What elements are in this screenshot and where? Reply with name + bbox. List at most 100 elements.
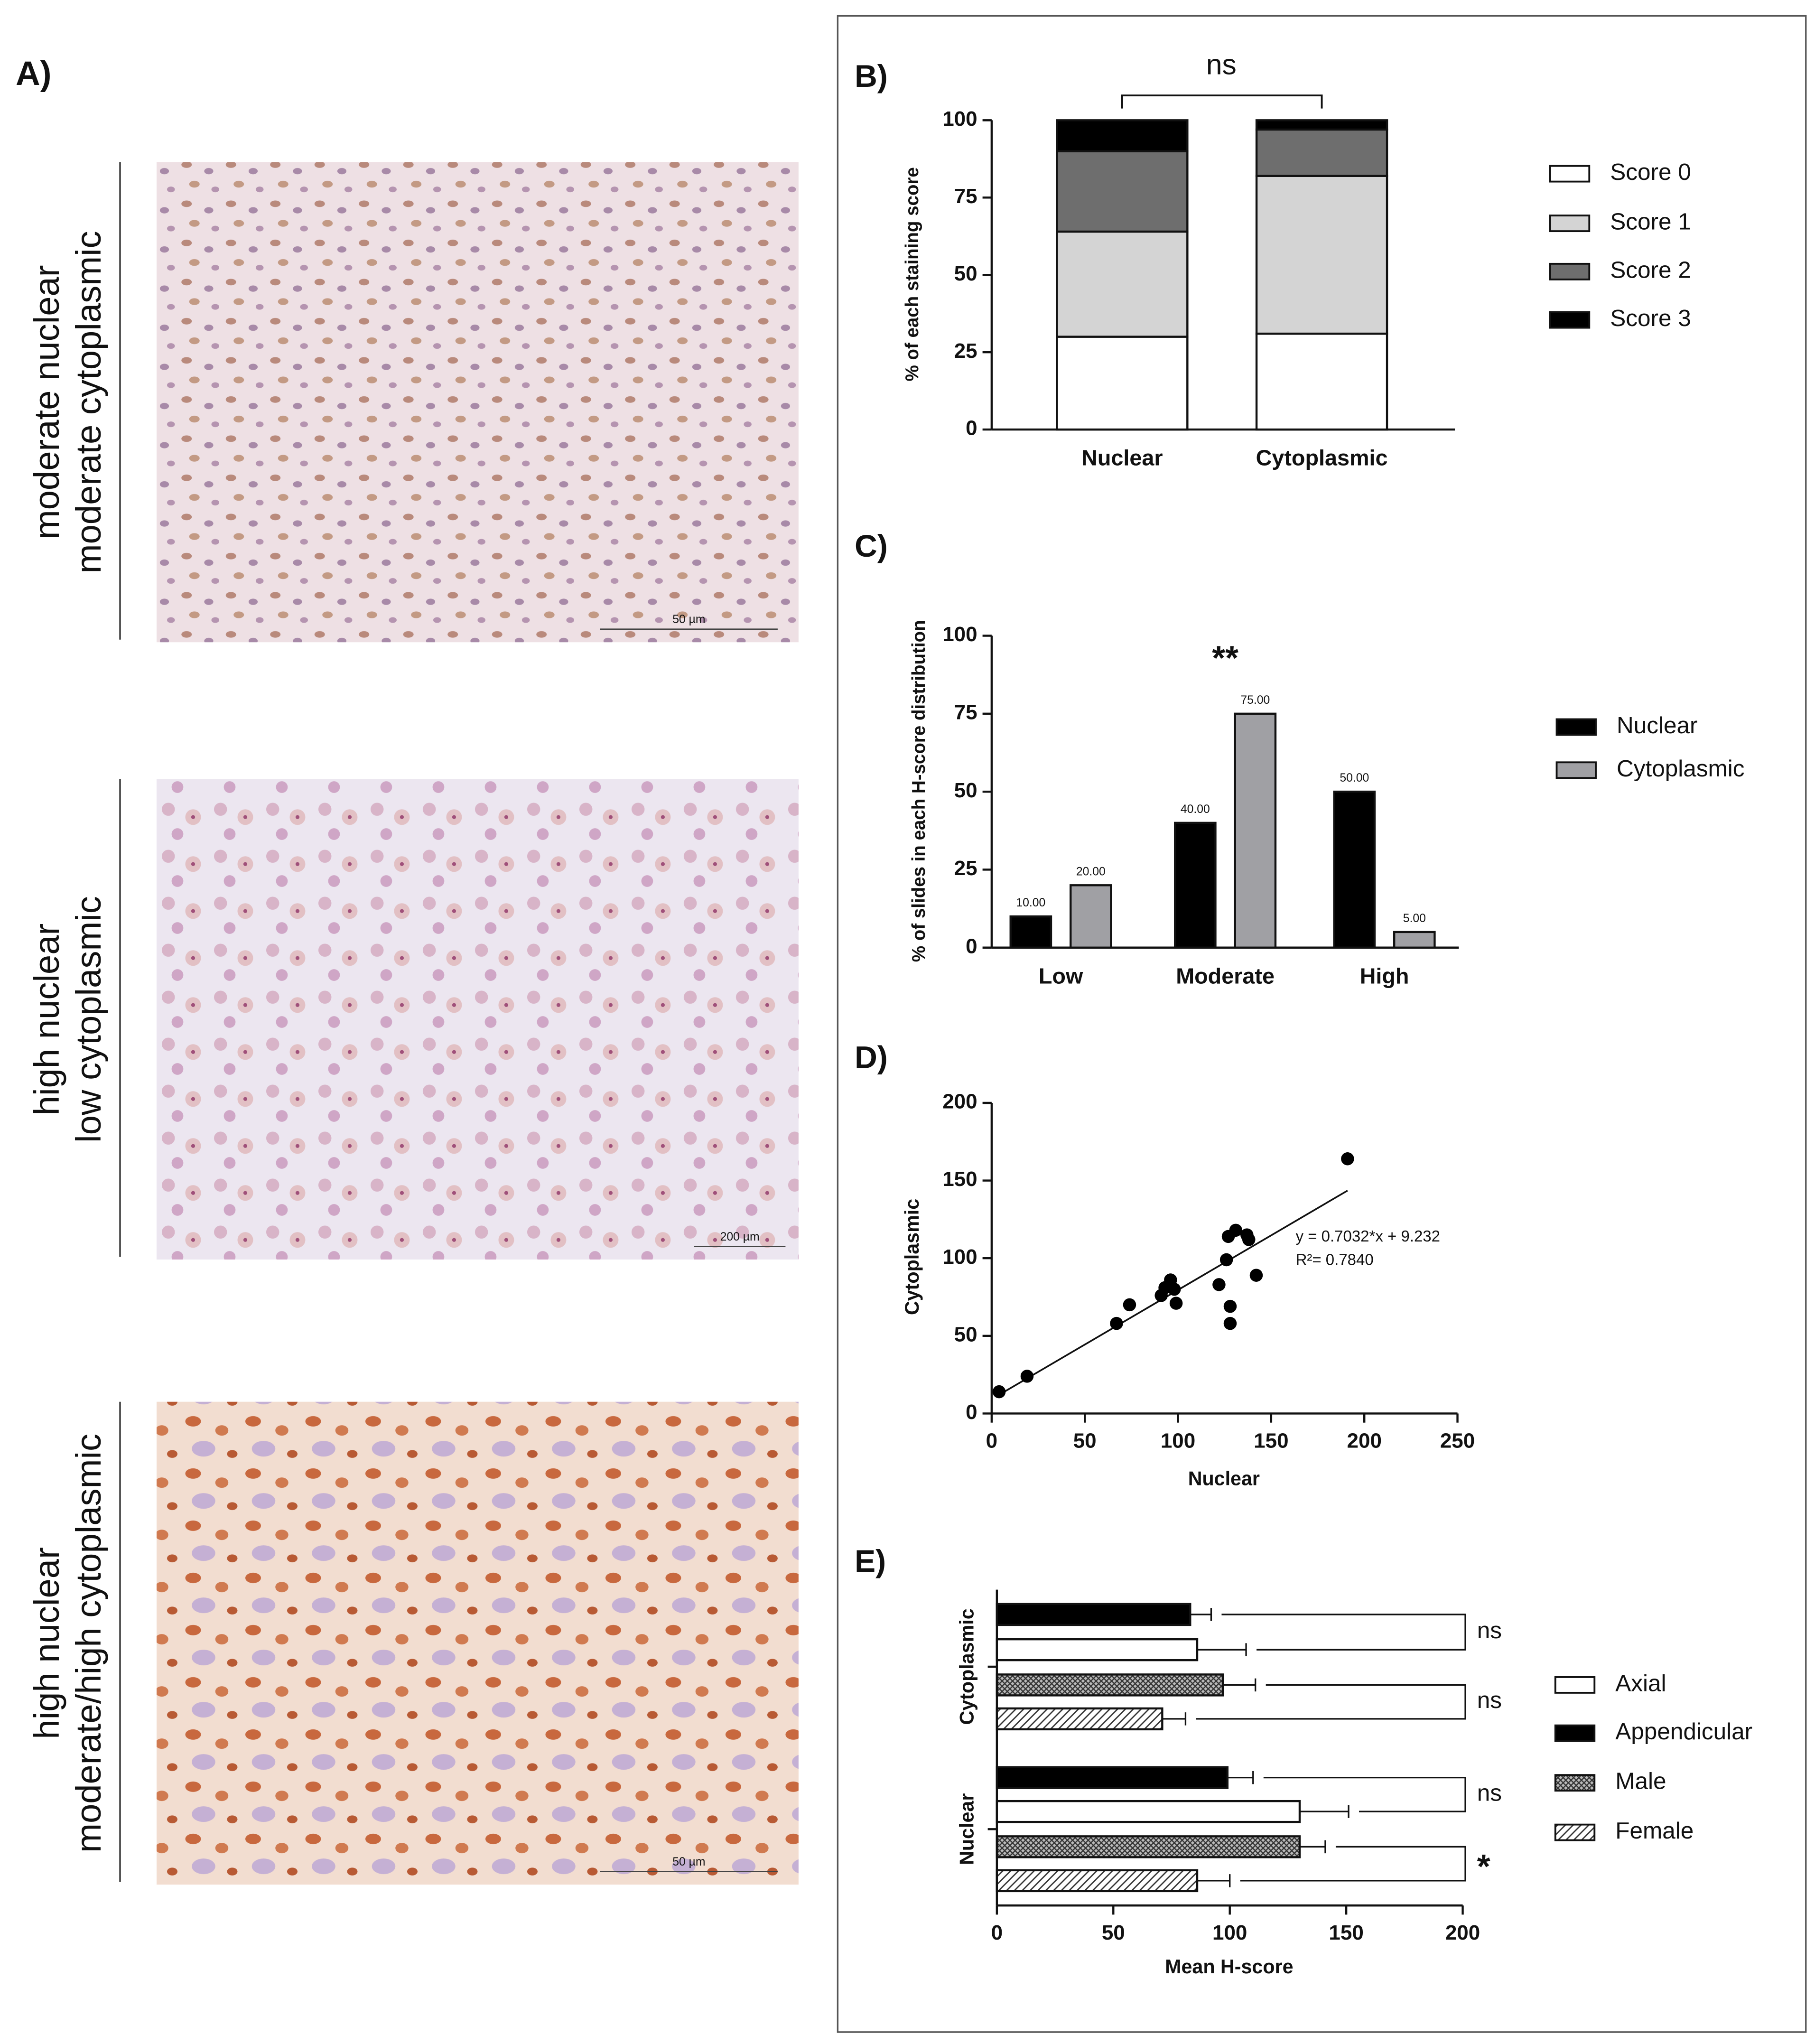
significance-label: ns (1206, 48, 1237, 81)
bar (1234, 712, 1277, 949)
bar (1070, 884, 1112, 949)
legend-swatch (1549, 311, 1591, 329)
bar-segment (1255, 175, 1388, 335)
legend-label: Male (1615, 1768, 1666, 1794)
bar (996, 1673, 1224, 1697)
image-caption: moderate/high cytoplasmic (69, 1434, 108, 1853)
legend-label: Cytoplasmic (1617, 756, 1744, 782)
y-tick-label: 150 (942, 1167, 977, 1191)
x-tick-label: 150 (1254, 1429, 1288, 1453)
x-tick-label: 0 (986, 1429, 997, 1453)
point (1020, 1370, 1034, 1383)
y-tick-label: 50 (954, 262, 977, 285)
point (1223, 1299, 1237, 1313)
panel-label: A) (16, 55, 51, 93)
point (1110, 1316, 1123, 1330)
point (1219, 1253, 1233, 1267)
micrograph (156, 779, 799, 1260)
value-label: 20.00 (1076, 865, 1106, 878)
significance-bracket (1240, 1846, 1466, 1882)
legend-swatch (1549, 215, 1591, 233)
legend-swatch (1554, 1774, 1596, 1792)
bar (996, 1835, 1301, 1858)
bar (996, 1638, 1199, 1661)
value-label: 50.00 (1340, 772, 1369, 784)
image-caption: high nuclear (27, 1547, 66, 1739)
legend-swatch (1554, 1724, 1596, 1742)
micrographs: moderate nuclear moderate cytoplasmic 50 µ… (27, 162, 799, 1885)
point (1169, 1297, 1183, 1310)
error-bar (1299, 1805, 1350, 1818)
y-tick-label: 50 (954, 1323, 977, 1346)
y-tick-label: 75 (954, 700, 977, 724)
y-tick-label: 0 (966, 1400, 977, 1424)
error-bar (1197, 1874, 1231, 1887)
significance-label: ns (1477, 1780, 1502, 1806)
error-bar (1299, 1840, 1326, 1854)
x-tick-label: Nuclear (1081, 446, 1163, 470)
significance-bracket (1196, 1684, 1466, 1720)
x-tick-label: High (1360, 963, 1409, 988)
point (992, 1385, 1006, 1399)
point (1223, 1316, 1237, 1330)
image-caption: low cytoplasmic (69, 896, 108, 1143)
fit-equation: y = 0.7032*x + 9.232 (1296, 1227, 1440, 1245)
panel-label: D) (855, 1040, 888, 1075)
error-bar (1162, 1712, 1187, 1726)
x-tick-label: 200 (1347, 1429, 1382, 1453)
significance-label: ns (1477, 1617, 1502, 1643)
legend-label: Appendicular (1615, 1718, 1752, 1745)
panel-frame (837, 15, 1807, 2033)
bar (1009, 915, 1052, 949)
significance-bracket (1263, 1776, 1466, 1812)
error-bar (1222, 1678, 1257, 1692)
x-tick-label: Moderate (1176, 963, 1275, 988)
bar-segment (1056, 230, 1189, 338)
micrograph (156, 1401, 799, 1885)
bar-segment (1056, 119, 1189, 152)
significance-label: ns (1477, 1687, 1502, 1713)
y-tick-label: 25 (954, 857, 977, 880)
bar-segment (1255, 128, 1388, 177)
bar-segment (1056, 336, 1189, 431)
point (1341, 1152, 1354, 1166)
value-label: 10.00 (1016, 896, 1045, 909)
bar-segment (1056, 150, 1189, 233)
x-tick-label: Cytoplasmic (1256, 446, 1388, 470)
legend-label: Axial (1615, 1670, 1666, 1696)
significance-bracket (1221, 1614, 1466, 1651)
point (1242, 1233, 1256, 1246)
x-tick-label: 50 (1073, 1429, 1097, 1453)
x-tick-label: 100 (1212, 1921, 1247, 1944)
y-tick-label: 200 (942, 1090, 977, 1113)
x-tick-label: 250 (1440, 1429, 1475, 1453)
panel-label: E) (855, 1543, 886, 1578)
bar (1174, 821, 1217, 949)
x-tick-label: 100 (1161, 1429, 1195, 1453)
bar (996, 1707, 1163, 1731)
value-label: 5.00 (1403, 912, 1426, 925)
y-tick-label: 0 (966, 417, 977, 440)
legend-label: Score 2 (1610, 257, 1691, 283)
y-tick-label: 75 (954, 185, 977, 208)
y-axis-label: % of slides in each H-score distribution (909, 620, 929, 962)
legend-swatch (1554, 1676, 1596, 1694)
legend-swatch (1549, 262, 1591, 280)
y-axis-label: % of each staining score (902, 167, 922, 381)
x-axis-label: Nuclear (1188, 1468, 1260, 1490)
legend-label: Female (1615, 1818, 1694, 1844)
x-tick-label: 200 (1445, 1921, 1480, 1944)
bar (1333, 790, 1376, 949)
charts: B) % of each staining score 0 25 50 75 100 Nucl… (855, 48, 1752, 1978)
panel-label: B) (855, 58, 888, 93)
significance-label: ** (1212, 639, 1238, 677)
y-tick-label: 100 (942, 1245, 977, 1269)
legend-label: Score 0 (1610, 159, 1691, 185)
value-label: 75.00 (1240, 694, 1270, 707)
legend-label: Score 3 (1610, 305, 1691, 331)
scale-bar-label: 200 µm (720, 1231, 760, 1243)
point (1123, 1298, 1136, 1312)
x-tick-label: Low (1039, 963, 1083, 988)
scale-bar-label: 50 µm (672, 1856, 705, 1868)
